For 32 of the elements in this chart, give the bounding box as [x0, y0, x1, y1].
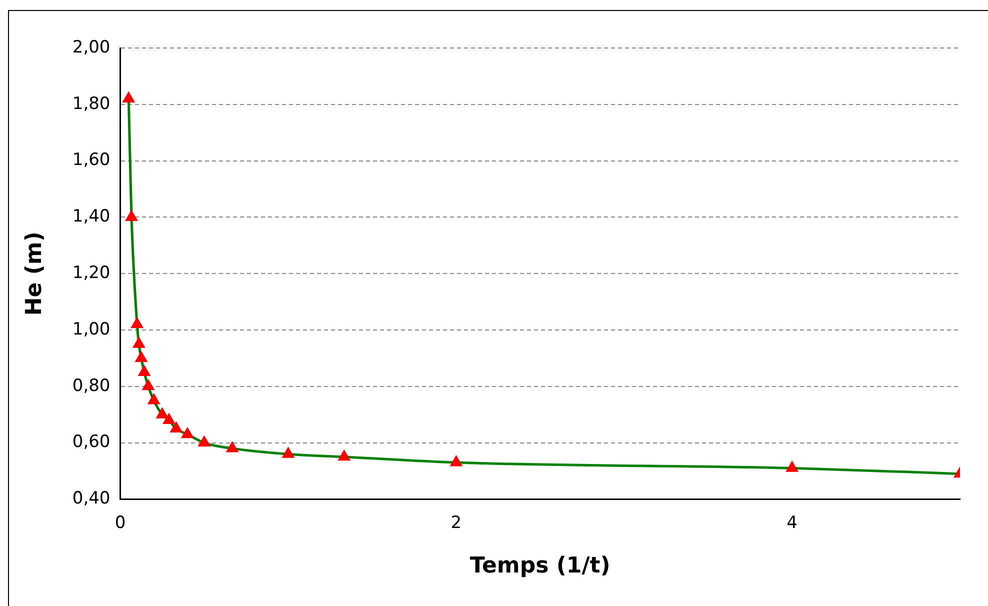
y-tick-label: 1,20	[72, 263, 110, 284]
point	[182, 428, 194, 438]
y-tick-label: 1,80	[72, 94, 110, 114]
point	[123, 92, 134, 103]
point	[282, 448, 294, 458]
point	[136, 352, 147, 362]
y-tick-label: 1,00	[72, 319, 110, 340]
point	[142, 380, 154, 390]
point	[131, 318, 143, 328]
y-tick-label: 2,00	[72, 37, 110, 58]
x-axis-title: Temps (1/t)	[470, 554, 610, 579]
point	[163, 414, 175, 424]
y-tick-label: 0,80	[72, 376, 110, 396]
y-tick-label: 0,40	[72, 488, 110, 509]
point	[226, 442, 238, 452]
y-tick-label: 1,60	[72, 150, 110, 170]
point	[450, 456, 462, 466]
point	[148, 394, 160, 404]
point	[786, 462, 798, 472]
x-tick-label: 4	[786, 512, 798, 533]
point	[338, 450, 350, 461]
point	[126, 210, 138, 221]
point	[156, 408, 168, 418]
x-tick-label: 2	[450, 512, 462, 533]
point	[198, 436, 210, 447]
x-tick-label: 0	[114, 512, 126, 533]
point	[133, 338, 144, 348]
point	[170, 422, 182, 432]
y-axis-title: He (m)	[22, 232, 47, 316]
y-tick-label: 0,60	[72, 432, 110, 452]
point	[138, 366, 150, 376]
y-tick-label: 1,40	[72, 206, 110, 227]
